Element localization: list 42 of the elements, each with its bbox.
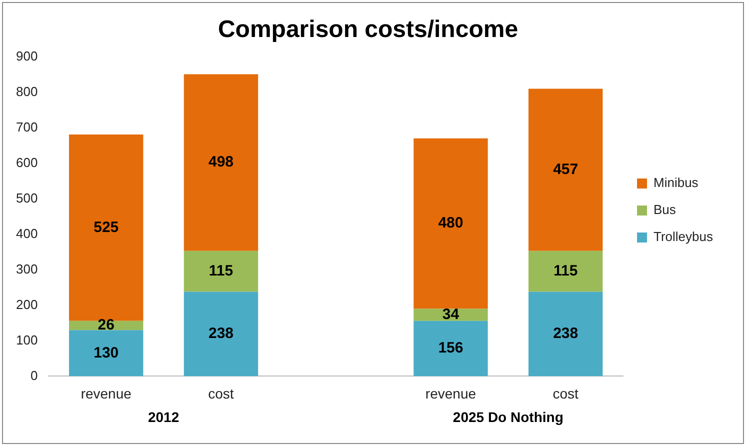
y-tick-label: 200 [16, 296, 38, 312]
data-label: 525 [94, 218, 119, 236]
y-tick-label: 700 [16, 119, 38, 134]
bar [184, 292, 258, 376]
y-tick-label: 800 [16, 84, 38, 99]
bar [528, 88, 603, 251]
data-label: 115 [208, 262, 234, 280]
bar [528, 250, 603, 292]
bar [528, 292, 603, 376]
bar [184, 74, 258, 251]
legend-label: Minibus [654, 175, 699, 190]
legend-label: Bus [654, 202, 676, 218]
bar [184, 250, 258, 292]
x-tick-label: cost [552, 385, 579, 402]
data-label: 238 [553, 325, 578, 342]
data-label: 156 [438, 340, 464, 357]
data-label: 115 [553, 262, 578, 280]
bar [414, 320, 488, 376]
bar [414, 138, 488, 309]
x-tick-label: revenue [80, 385, 132, 402]
bar [69, 134, 144, 321]
data-label: 34 [442, 306, 460, 323]
data-label: 480 [438, 214, 464, 232]
legend-label: Trolleybus [654, 229, 714, 244]
text: 2025 Do Nothing [452, 409, 564, 426]
y-tick-label: 400 [16, 226, 38, 241]
y-tick-label: 900 [16, 48, 38, 64]
bar [69, 330, 144, 376]
text: 2012 [148, 409, 180, 426]
y-tick-label: 300 [16, 261, 38, 276]
data-label: 457 [553, 160, 578, 178]
x-tick-label: revenue [425, 385, 476, 402]
data-label: 498 [208, 154, 234, 171]
data-label: 130 [94, 344, 119, 362]
x-tick-label: cost [208, 385, 234, 402]
y-tick-label: 0 [30, 368, 38, 383]
chart-title: Comparison costs/income [218, 16, 518, 44]
y-tick-label: 500 [16, 190, 38, 206]
data-label: 26 [98, 316, 114, 334]
data-label: 238 [208, 325, 234, 342]
y-tick-label: 600 [16, 154, 38, 170]
y-tick-label: 100 [16, 332, 38, 348]
